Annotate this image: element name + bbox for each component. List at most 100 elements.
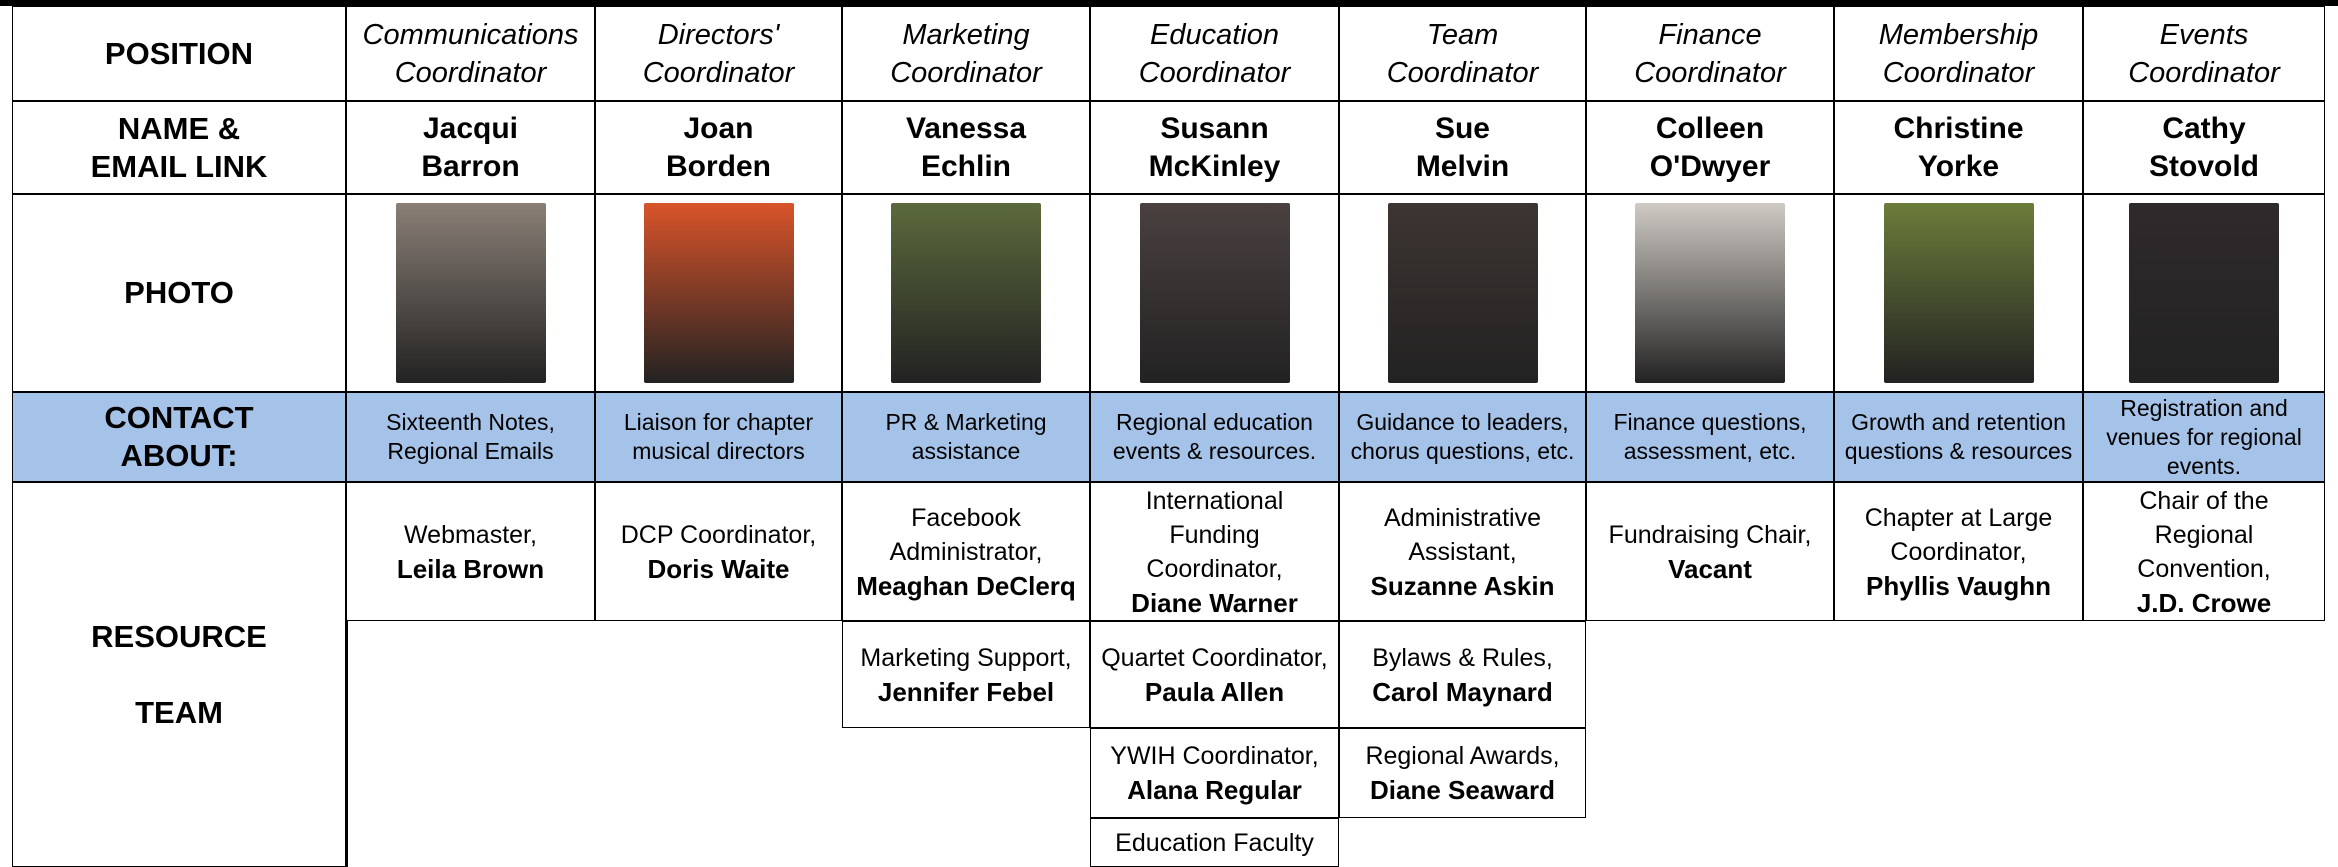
resource-person: Phyllis Vaughn [1866, 570, 2051, 601]
position: Communications Coordinator [362, 18, 579, 89]
resource-role: Chapter at Large Coordinator, [1864, 503, 2053, 566]
row-label-text: POSITION [104, 35, 254, 71]
resource-role: Quartet Coordinator, [1101, 643, 1328, 672]
photo-cell [2083, 194, 2325, 392]
resource-cell: YWIH Coordinator, Alana Regular [1090, 728, 1339, 818]
position-cell: Events Coordinator [2083, 6, 2325, 101]
resource-cell: Fundraising Chair, Vacant [1586, 482, 1834, 621]
resource-person: Vacant [1668, 553, 1752, 584]
name-link: Christine Yorke [1893, 111, 2024, 183]
name-link: Vanessa Echlin [905, 111, 1027, 183]
name-cell: Susann McKinley [1090, 101, 1339, 194]
photo-cell [1586, 194, 1834, 392]
resource-role: Bylaws & Rules, [1372, 643, 1553, 672]
position: Membership Coordinator [1878, 18, 2039, 89]
contact-about: Registration and venues for regional eve… [2106, 394, 2302, 479]
resource-person: Suzanne Askin [1370, 570, 1555, 601]
position: Directors' Coordinator [642, 18, 795, 89]
resource-cell: Marketing Support, Jennifer Febel [842, 621, 1090, 728]
contact-about: Guidance to leaders, chorus questions, e… [1350, 409, 1575, 464]
resource-role: Education Faculty [1115, 828, 1314, 857]
position-cell: Education Coordinator [1090, 6, 1339, 101]
resource: International Funding Coordinator, Diane … [1091, 484, 1338, 620]
name-cell: Vanessa Echlin [842, 101, 1090, 194]
photo-cell [842, 194, 1090, 392]
photo [395, 203, 546, 383]
resource: Regional Awards, Diane Seaward [1355, 739, 1569, 807]
resource: Quartet Coordinator, Paula Allen [1091, 641, 1338, 709]
contact-about: Liaison for chapter musical directors [623, 409, 814, 464]
resource-role: Administrative Assistant, [1384, 503, 1541, 566]
row-label: PHOTO [12, 194, 346, 392]
photo-cell [1834, 194, 2083, 392]
contact-cell: Finance questions, assessment, etc. [1586, 392, 1834, 482]
position-cell: Membership Coordinator [1834, 6, 2083, 101]
resource-role: Marketing Support, [860, 643, 1072, 672]
contact-about: PR & Marketing assistance [885, 409, 1047, 464]
resource-person: Diane Seaward [1370, 775, 1555, 805]
name-cell: Christine Yorke [1834, 101, 2083, 194]
position-cell: Directors' Coordinator [595, 6, 842, 101]
photo-cell [1339, 194, 1586, 392]
name-link: Sue Melvin [1415, 111, 1510, 183]
position-cell: Finance Coordinator [1586, 6, 1834, 101]
resource: Education Faculty [1105, 826, 1324, 860]
photo [643, 203, 794, 383]
resource-role: YWIH Coordinator, [1110, 742, 1319, 770]
resource: YWIH Coordinator, Alana Regular [1100, 739, 1328, 807]
resource: Administrative Assistant, Suzanne Askin [1340, 501, 1585, 603]
resource-cell: Facebook Administrator, Meaghan DeClerq [842, 482, 1090, 621]
top-border [0, 0, 2338, 6]
resource-role: Fundraising Chair, [1608, 520, 1812, 549]
name-link: Cathy Stovold [2149, 111, 2259, 183]
name-link: Joan Borden [666, 111, 771, 183]
resource-cell: International Funding Coordinator, Diane … [1090, 482, 1339, 621]
contact-cell: Registration and venues for regional eve… [2083, 392, 2325, 482]
resource-cell: DCP Coordinator, Doris Waite [595, 482, 842, 621]
resource-cell: Bylaws & Rules, Carol Maynard [1339, 621, 1586, 728]
name-cell: Colleen O'Dwyer [1586, 101, 1834, 194]
position: Team Coordinator [1386, 18, 1539, 89]
resource-cell: Webmaster, Leila Brown [346, 482, 595, 621]
contact-about: Sixteenth Notes, Regional Emails [386, 409, 555, 464]
photo [1635, 203, 1785, 383]
row-label: NAME & EMAIL LINK [12, 101, 346, 194]
resource-role: DCP Coordinator, [620, 520, 817, 549]
contact-about: Growth and retention questions & resourc… [1844, 409, 2073, 464]
name-cell: Jacqui Barron [346, 101, 595, 194]
border-line [346, 621, 348, 867]
name-cell: Sue Melvin [1339, 101, 1586, 194]
resource-person: Doris Waite [647, 553, 790, 584]
resource-person: Diane Warner [1131, 587, 1298, 618]
position-cell: Marketing Coordinator [842, 6, 1090, 101]
resource-cell: Administrative Assistant, Suzanne Askin [1339, 482, 1586, 621]
resource-cell: Education Faculty [1090, 818, 1339, 867]
resource: DCP Coordinator, Doris Waite [611, 518, 826, 586]
resource: Chair of the Regional Convention, J.D. Cr… [2084, 484, 2324, 620]
resource: Webmaster, Leila Brown [387, 518, 554, 586]
resource-role: International Funding Coordinator, [1145, 486, 1284, 583]
contact-cell: Regional education events & resources. [1090, 392, 1339, 482]
name-cell: Joan Borden [595, 101, 842, 194]
resource: Bylaws & Rules, Carol Maynard [1362, 641, 1563, 709]
row-label-text: EMAIL LINK [90, 148, 268, 184]
contact-cell: Guidance to leaders, chorus questions, e… [1339, 392, 1586, 482]
resource-role: Regional Awards, [1365, 742, 1560, 770]
photo-cell [346, 194, 595, 392]
name-link: Susann McKinley [1148, 111, 1281, 183]
row-label: POSITION [12, 6, 346, 101]
name-cell: Cathy Stovold [2083, 101, 2325, 194]
resource-person: Meaghan DeClerq [856, 570, 1076, 601]
resource-person: Carol Maynard [1372, 676, 1553, 707]
contact-cell: PR & Marketing assistance [842, 392, 1090, 482]
photo-cell [1090, 194, 1339, 392]
position-cell: Team Coordinator [1339, 6, 1586, 101]
resource: Fundraising Chair, Vacant [1599, 518, 1822, 586]
resource-person: Leila Brown [396, 553, 545, 584]
resource-cell: Quartet Coordinator, Paula Allen [1090, 621, 1339, 728]
contact-about: Regional education events & resources. [1112, 409, 1317, 464]
resource: Facebook Administrator, Meaghan DeClerq [843, 501, 1089, 603]
resource: Chapter at Large Coordinator, Phyllis Vau… [1835, 501, 2082, 603]
row-label: RESOURCE TEAM [12, 482, 346, 867]
